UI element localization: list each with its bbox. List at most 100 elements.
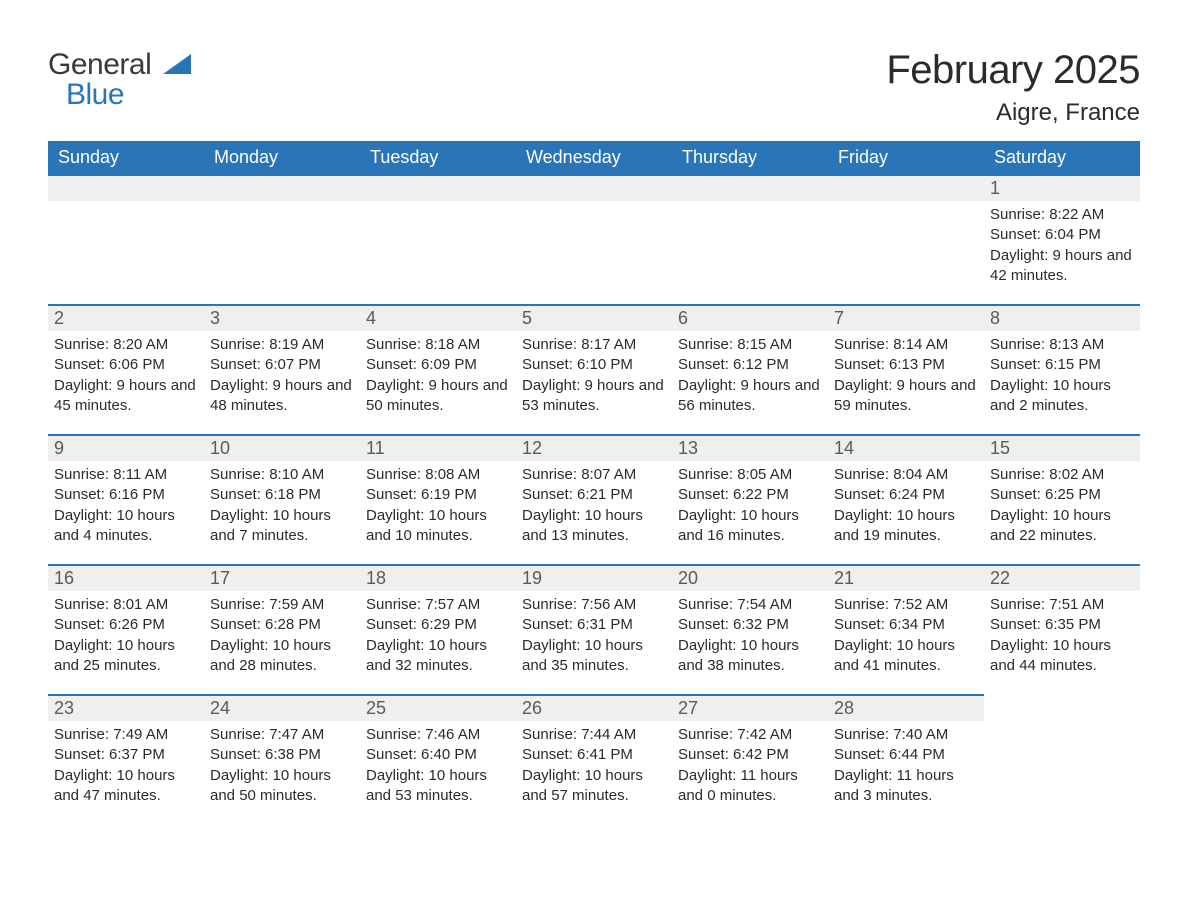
daylight-text: Daylight: 10 hours and 13 minutes. — [522, 506, 666, 547]
sunrise-text: Sunrise: 8:15 AM — [678, 335, 822, 355]
weekday-header: Sunday — [48, 141, 204, 174]
sun-info: Sunrise: 7:56 AMSunset: 6:31 PMDaylight:… — [522, 595, 666, 676]
weekday-header: Monday — [204, 141, 360, 174]
sun-info: Sunrise: 8:15 AMSunset: 6:12 PMDaylight:… — [678, 335, 822, 416]
sunset-text: Sunset: 6:21 PM — [522, 485, 666, 505]
sunrise-text: Sunrise: 7:44 AM — [522, 725, 666, 745]
sunrise-text: Sunrise: 8:19 AM — [210, 335, 354, 355]
calendar-week-row: ......1Sunrise: 8:22 AMSunset: 6:04 PMDa… — [48, 174, 1140, 304]
weekday-header: Wednesday — [516, 141, 672, 174]
calendar-cell: 24 Sunrise: 7:47 AMSunset: 6:38 PMDayligh… — [204, 694, 360, 824]
weekday-header: Thursday — [672, 141, 828, 174]
calendar-body: ......1Sunrise: 8:22 AMSunset: 6:04 PMDa… — [48, 174, 1140, 824]
calendar-cell: 8 Sunrise: 8:13 AMSunset: 6:15 PMDaylight… — [984, 304, 1140, 434]
daylight-text: Daylight: 10 hours and 38 minutes. — [678, 636, 822, 677]
sunrise-text: Sunrise: 8:22 AM — [990, 205, 1134, 225]
sunset-text: Sunset: 6:26 PM — [54, 615, 198, 635]
sunset-text: Sunset: 6:44 PM — [834, 745, 978, 765]
sunset-text: Sunset: 6:40 PM — [366, 745, 510, 765]
logo-text-general: General — [48, 48, 151, 81]
sun-info: Sunrise: 7:51 AMSunset: 6:35 PMDaylight:… — [990, 595, 1134, 676]
calendar-table: Sunday Monday Tuesday Wednesday Thursday… — [48, 141, 1140, 824]
logo: General Blue — [48, 48, 191, 112]
sunrise-text: Sunrise: 8:13 AM — [990, 335, 1134, 355]
day-number: 19 — [522, 568, 542, 588]
calendar-cell: 27 Sunrise: 7:42 AMSunset: 6:42 PMDayligh… — [672, 694, 828, 824]
calendar-cell: 15Sunrise: 8:02 AMSunset: 6:25 PMDayligh… — [984, 434, 1140, 564]
sunrise-text: Sunrise: 8:20 AM — [54, 335, 198, 355]
daylight-text: Daylight: 10 hours and 19 minutes. — [834, 506, 978, 547]
daylight-text: Daylight: 11 hours and 3 minutes. — [834, 766, 978, 807]
day-number: 16 — [54, 568, 74, 588]
day-number: 18 — [366, 568, 386, 588]
sunrise-text: Sunrise: 8:01 AM — [54, 595, 198, 615]
sunset-text: Sunset: 6:18 PM — [210, 485, 354, 505]
sun-info: Sunrise: 8:20 AMSunset: 6:06 PMDaylight:… — [54, 335, 198, 416]
day-number: 27 — [678, 698, 698, 718]
sunset-text: Sunset: 6:34 PM — [834, 615, 978, 635]
sun-info: Sunrise: 7:49 AMSunset: 6:37 PMDaylight:… — [54, 725, 198, 806]
sun-info: Sunrise: 8:18 AMSunset: 6:09 PMDaylight:… — [366, 335, 510, 416]
sunset-text: Sunset: 6:41 PM — [522, 745, 666, 765]
sunrise-text: Sunrise: 7:51 AM — [990, 595, 1134, 615]
daylight-text: Daylight: 10 hours and 50 minutes. — [210, 766, 354, 807]
sunrise-text: Sunrise: 8:10 AM — [210, 465, 354, 485]
day-number: 12 — [522, 438, 542, 458]
day-number: 3 — [210, 308, 220, 328]
page-header: General Blue February 2025 Aigre, France — [48, 48, 1140, 137]
sun-info: Sunrise: 8:17 AMSunset: 6:10 PMDaylight:… — [522, 335, 666, 416]
daylight-text: Daylight: 10 hours and 41 minutes. — [834, 636, 978, 677]
day-number: 6 — [678, 308, 688, 328]
sunrise-text: Sunrise: 8:18 AM — [366, 335, 510, 355]
day-number: 24 — [210, 698, 230, 718]
day-number: 17 — [210, 568, 230, 588]
sunset-text: Sunset: 6:13 PM — [834, 355, 978, 375]
daylight-text: Daylight: 9 hours and 53 minutes. — [522, 376, 666, 417]
sun-info: Sunrise: 8:10 AMSunset: 6:18 PMDaylight:… — [210, 465, 354, 546]
sun-info: Sunrise: 8:19 AMSunset: 6:07 PMDaylight:… — [210, 335, 354, 416]
sunrise-text: Sunrise: 7:56 AM — [522, 595, 666, 615]
sun-info: Sunrise: 8:13 AMSunset: 6:15 PMDaylight:… — [990, 335, 1134, 416]
day-number: 1 — [990, 178, 1000, 198]
calendar-cell: 1Sunrise: 8:22 AMSunset: 6:04 PMDaylight… — [984, 174, 1140, 304]
calendar-cell: 13Sunrise: 8:05 AMSunset: 6:22 PMDayligh… — [672, 434, 828, 564]
day-number: 13 — [678, 438, 698, 458]
calendar-week-row: 9Sunrise: 8:11 AMSunset: 6:16 PMDaylight… — [48, 434, 1140, 564]
daylight-text: Daylight: 9 hours and 56 minutes. — [678, 376, 822, 417]
sunrise-text: Sunrise: 7:49 AM — [54, 725, 198, 745]
calendar-cell: 4Sunrise: 8:18 AMSunset: 6:09 PMDaylight… — [360, 304, 516, 434]
sunset-text: Sunset: 6:24 PM — [834, 485, 978, 505]
sunset-text: Sunset: 6:38 PM — [210, 745, 354, 765]
sunrise-text: Sunrise: 7:52 AM — [834, 595, 978, 615]
sunrise-text: Sunrise: 7:57 AM — [366, 595, 510, 615]
sunset-text: Sunset: 6:07 PM — [210, 355, 354, 375]
calendar-cell: . — [672, 174, 828, 304]
sunset-text: Sunset: 6:31 PM — [522, 615, 666, 635]
weekday-header: Saturday — [984, 141, 1140, 174]
daylight-text: Daylight: 10 hours and 57 minutes. — [522, 766, 666, 807]
sunset-text: Sunset: 6:19 PM — [366, 485, 510, 505]
calendar-week-row: 23 Sunrise: 7:49 AMSunset: 6:37 PMDayligh… — [48, 694, 1140, 824]
day-number: 21 — [834, 568, 854, 588]
daylight-text: Daylight: 9 hours and 59 minutes. — [834, 376, 978, 417]
calendar-cell: 25Sunrise: 7:46 AMSunset: 6:40 PMDayligh… — [360, 694, 516, 824]
sunrise-text: Sunrise: 7:42 AM — [678, 725, 822, 745]
daylight-text: Daylight: 9 hours and 45 minutes. — [54, 376, 198, 417]
weekday-header: Tuesday — [360, 141, 516, 174]
calendar-cell: 17Sunrise: 7:59 AMSunset: 6:28 PMDayligh… — [204, 564, 360, 694]
logo-triangle-icon — [163, 48, 191, 82]
sun-info: Sunrise: 7:47 AMSunset: 6:38 PMDaylight:… — [210, 725, 354, 806]
calendar-cell: 26Sunrise: 7:44 AMSunset: 6:41 PMDayligh… — [516, 694, 672, 824]
day-number: 5 — [522, 308, 532, 328]
calendar-cell: 10Sunrise: 8:10 AMSunset: 6:18 PMDayligh… — [204, 434, 360, 564]
day-number: 23 — [54, 698, 74, 718]
logo-text-blue: Blue — [66, 78, 191, 112]
day-number: 8 — [990, 308, 1000, 328]
sun-info: Sunrise: 8:01 AMSunset: 6:26 PMDaylight:… — [54, 595, 198, 676]
calendar-cell: 6 Sunrise: 8:15 AMSunset: 6:12 PMDaylight… — [672, 304, 828, 434]
sunrise-text: Sunrise: 8:08 AM — [366, 465, 510, 485]
day-number: 14 — [834, 438, 854, 458]
sunrise-text: Sunrise: 8:07 AM — [522, 465, 666, 485]
sunrise-text: Sunrise: 7:40 AM — [834, 725, 978, 745]
sun-info: Sunrise: 7:42 AMSunset: 6:42 PMDaylight:… — [678, 725, 822, 806]
